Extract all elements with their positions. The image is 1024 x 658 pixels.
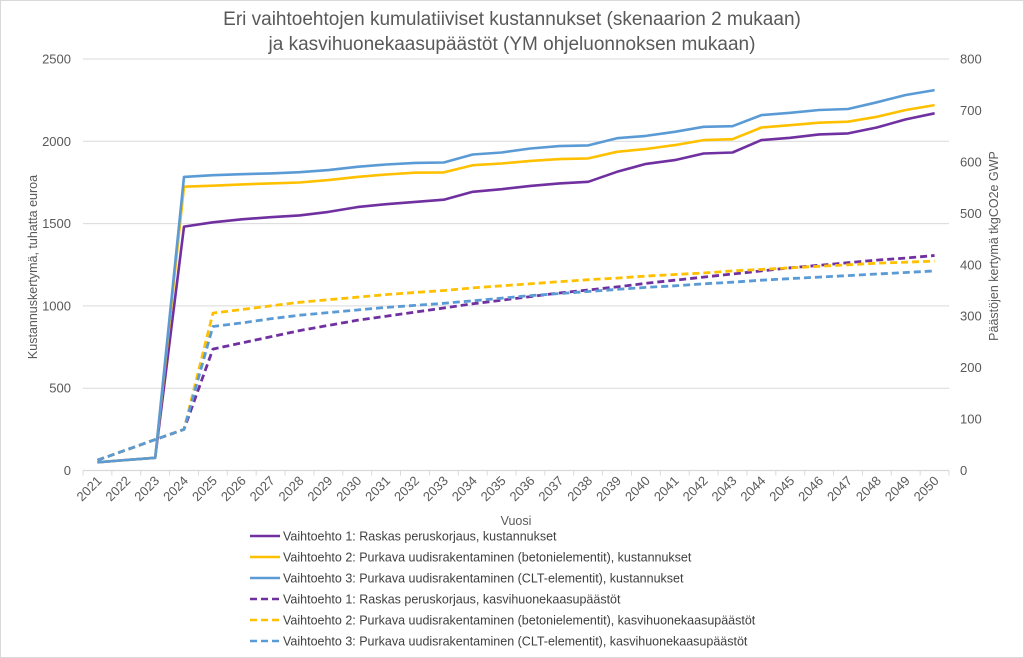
legend-label: Vaihtoehto 1: Raskas peruskorjaus, kasvi… [283, 593, 621, 607]
y2-tick-label: 100 [960, 412, 982, 427]
x-tick-label: 2032 [391, 473, 422, 504]
y-tick-label: 500 [49, 381, 71, 396]
x-tick-label: 2041 [651, 473, 682, 504]
y-tick-label: 2000 [42, 134, 71, 149]
legend-item: Vaihtoehto 1: Raskas peruskorjaus, kusta… [250, 530, 557, 544]
series-line-4 [96, 254, 935, 462]
legend-label: Vaihtoehto 3: Purkava uudisrakentaminen … [283, 572, 684, 586]
x-tick-label: 2030 [333, 473, 364, 504]
y2-tick-label: 600 [960, 154, 982, 169]
x-tick-label: 2028 [276, 473, 307, 504]
x-tick-label: 2037 [535, 473, 566, 504]
chart-title-line-1: Eri vaihtoehtojen kumulatiiviset kustann… [223, 9, 801, 30]
x-tick-label: 2036 [506, 473, 537, 504]
x-axis: 2021202220232024202520262027202820292030… [73, 469, 950, 504]
x-tick-label: 2025 [189, 473, 220, 504]
y2-tick-label: 800 [960, 52, 982, 67]
series-line-6 [96, 269, 935, 462]
legend-item: Vaihtoehto 2: Purkava uudisrakentaminen … [250, 614, 756, 628]
series-line-3 [97, 88, 935, 464]
legend-label: Vaihtoehto 3: Purkava uudisrakentaminen … [283, 635, 748, 649]
y2-tick-label: 700 [960, 103, 982, 118]
x-tick-label: 2048 [853, 473, 884, 504]
x-tick-label: 2024 [160, 473, 191, 504]
x-tick-label: 2035 [478, 473, 509, 504]
y-tick-label: 1500 [42, 216, 71, 231]
x-axis-title: Vuosi [501, 514, 532, 528]
x-tick-label: 2034 [449, 473, 480, 504]
x-tick-label: 2031 [362, 473, 393, 504]
x-tick-label: 2044 [737, 473, 768, 504]
x-tick-label: 2040 [622, 473, 653, 504]
chart-title-line-2: ja kasvihuonekaasupäästöt (YM ohjeluonno… [268, 34, 756, 55]
x-tick-label: 2046 [795, 473, 826, 504]
y-axis-right-title: Päästöjen kertymä tkgCO2e GWP [987, 151, 1001, 341]
x-tick-label: 2023 [131, 473, 162, 504]
legend-item: Vaihtoehto 2: Purkava uudisrakentaminen … [250, 551, 692, 565]
legend-label: Vaihtoehto 2: Purkava uudisrakentaminen … [283, 614, 756, 628]
y2-tick-label: 0 [960, 463, 967, 478]
x-tick-label: 2029 [304, 473, 335, 504]
x-tick-label: 2033 [420, 473, 451, 504]
x-tick-label: 2049 [882, 473, 913, 504]
x-tick-label: 2047 [824, 473, 855, 504]
y-axis-left-ticks: 0 500 1000 1500 2000 2500 [42, 52, 71, 479]
series-lines [96, 88, 935, 464]
x-tick-label: 2045 [766, 473, 797, 504]
y-tick-label: 0 [64, 463, 71, 478]
legend: Vaihtoehto 1: Raskas peruskorjaus, kusta… [250, 530, 756, 649]
y-tick-label: 1000 [42, 298, 71, 313]
x-tick-label: 2022 [102, 473, 133, 504]
y2-tick-label: 500 [960, 206, 982, 221]
legend-label: Vaihtoehto 2: Purkava uudisrakentaminen … [283, 551, 692, 565]
legend-item: Vaihtoehto 3: Purkava uudisrakentaminen … [250, 635, 748, 649]
series-line-1 [97, 112, 935, 464]
series-line-5 [96, 259, 935, 462]
y-axis-right-ticks: 0 100 200 300 400 500 600 700 800 [960, 52, 982, 479]
y-axis-left-title: Kustannuskertymä, tuhatta euroa [26, 175, 40, 359]
y2-tick-label: 300 [960, 309, 982, 324]
x-tick-label: 2026 [218, 473, 249, 504]
x-tick-label: 2050 [911, 473, 942, 504]
gridlines [83, 58, 949, 389]
legend-item: Vaihtoehto 1: Raskas peruskorjaus, kasvi… [250, 593, 621, 607]
y-tick-label: 2500 [42, 52, 71, 67]
legend-item: Vaihtoehto 3: Purkava uudisrakentaminen … [250, 572, 684, 586]
y2-tick-label: 200 [960, 360, 982, 375]
x-tick-label: 2021 [73, 473, 104, 504]
x-tick-label: 2042 [680, 473, 711, 504]
legend-label: Vaihtoehto 1: Raskas peruskorjaus, kusta… [283, 530, 557, 544]
x-tick-label: 2038 [564, 473, 595, 504]
series-line-2 [97, 103, 935, 464]
chart-title: Eri vaihtoehtojen kumulatiiviset kustann… [223, 9, 801, 55]
x-tick-label: 2043 [709, 473, 740, 504]
x-tick-label: 2027 [247, 473, 278, 504]
x-tick-label: 2039 [593, 473, 624, 504]
y2-tick-label: 400 [960, 257, 982, 272]
